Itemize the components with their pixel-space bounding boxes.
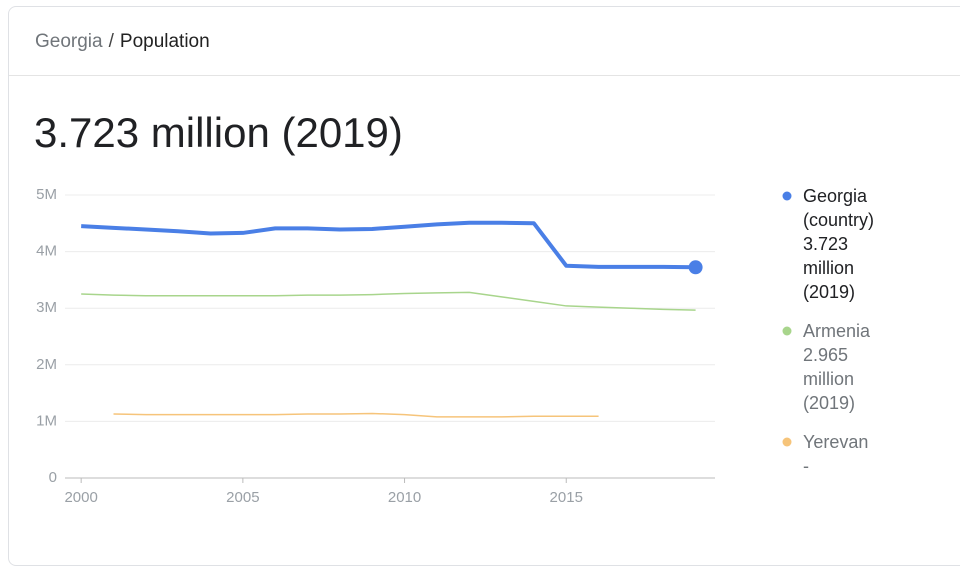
legend-value: 3.723 million (2019) <box>803 234 855 302</box>
series-line <box>81 291 696 311</box>
y-tick-label: 1M <box>36 412 57 429</box>
divider <box>9 75 960 76</box>
legend-name[interactable]: Armenia <box>803 321 871 341</box>
x-tick-label: 2015 <box>550 489 583 506</box>
breadcrumb: Georgia / Population <box>35 31 210 53</box>
x-tick-label: 2005 <box>226 489 259 506</box>
legend-name[interactable]: Yerevan <box>803 432 868 452</box>
end-point <box>688 260 703 275</box>
series-line <box>113 412 599 418</box>
y-tick-label: 2M <box>36 356 57 373</box>
legend-name[interactable]: Georgia (country) <box>803 186 874 230</box>
card: Georgia / Population 3.723 million (2019) <box>8 6 960 566</box>
x-tick-label: 2010 <box>388 489 421 506</box>
y-tick-label: 3M <box>36 299 57 316</box>
headline: 3.723 million (2019) <box>34 109 403 156</box>
legend-value: 2.965 million (2019) <box>803 345 855 413</box>
legend-value: - <box>803 456 809 476</box>
series-line <box>81 220 696 270</box>
x-tick-label: 2000 <box>64 489 97 506</box>
page: Georgia / Population 3.723 million (2019) … <box>8 6 960 566</box>
legend-dot <box>782 191 792 201</box>
y-tick-label: 0 <box>49 469 57 486</box>
chart: 0 1M 2M 3M 4M 5M 2000 2005 2010 2015 Georgia (count… <box>36 186 874 506</box>
y-tick-label: 5M <box>36 186 57 203</box>
breadcrumb-separator: / <box>108 31 114 52</box>
legend-dot <box>782 437 792 447</box>
breadcrumb-parent[interactable]: Georgia <box>35 31 103 52</box>
legend-dot <box>782 326 792 336</box>
y-tick-label: 4M <box>36 243 57 260</box>
breadcrumb-current: Population <box>119 31 210 52</box>
